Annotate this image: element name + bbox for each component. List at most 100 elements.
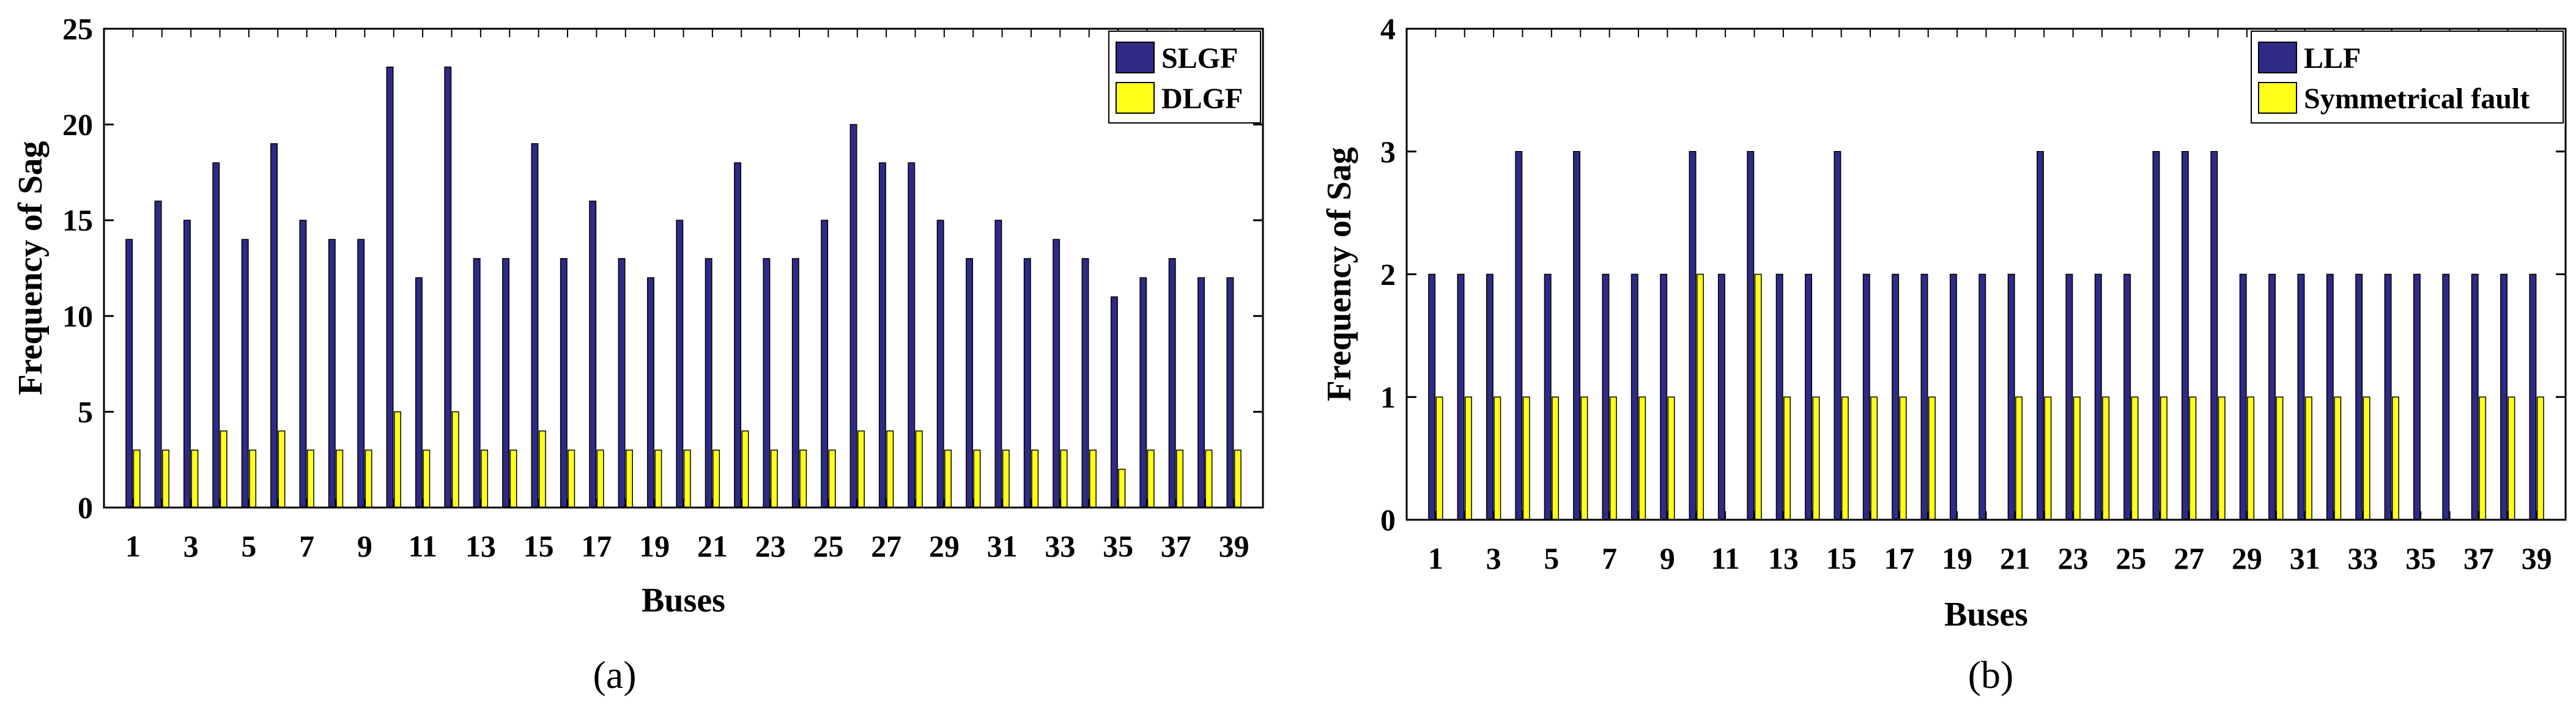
bar-llf-bus-14 bbox=[1805, 273, 1812, 520]
bar-symmetrical-fault-bus-29 bbox=[2247, 396, 2255, 520]
x-tick-label: 1 bbox=[1428, 541, 1443, 575]
bar-dlgf-bus-39 bbox=[1234, 449, 1242, 508]
bar-symmetrical-fault-bus-1 bbox=[1435, 396, 1443, 520]
bar-slgf-bus-28 bbox=[908, 162, 916, 508]
bar-llf-bus-35 bbox=[2413, 273, 2421, 520]
bar-dlgf-bus-7 bbox=[306, 449, 314, 508]
bar-llf-bus-13 bbox=[1775, 273, 1783, 520]
bar-slgf-bus-37 bbox=[1168, 258, 1176, 508]
bar-symmetrical-fault-bus-3 bbox=[1493, 396, 1501, 520]
y-tick-label: 0 bbox=[78, 490, 93, 525]
bar-slgf-bus-31 bbox=[994, 220, 1002, 508]
bar-dlgf-bus-6 bbox=[278, 430, 286, 508]
bar-slgf-bus-3 bbox=[183, 220, 191, 508]
bar-dlgf-bus-26 bbox=[857, 430, 865, 508]
bar-llf-bus-22 bbox=[2037, 151, 2044, 520]
bar-slgf-bus-24 bbox=[791, 258, 799, 508]
bar-symmetrical-fault-bus-32 bbox=[2334, 396, 2342, 520]
bars-a bbox=[125, 66, 1242, 508]
bar-llf-bus-24 bbox=[2094, 273, 2102, 520]
bar-slgf-bus-27 bbox=[878, 162, 886, 508]
y-tick-label: 3 bbox=[1380, 135, 1396, 169]
bar-llf-bus-19 bbox=[1949, 273, 1957, 520]
bar-slgf-bus-10 bbox=[386, 66, 394, 508]
bar-symmetrical-fault-bus-38 bbox=[2508, 396, 2515, 520]
caption-a: (a) bbox=[593, 653, 636, 696]
x-tick-label: 19 bbox=[1942, 541, 1972, 575]
x-tick-label: 21 bbox=[697, 529, 728, 563]
y-tick-label: 25 bbox=[62, 12, 93, 46]
bar-llf-bus-4 bbox=[1515, 151, 1523, 520]
x-tick-label: 5 bbox=[1544, 541, 1559, 575]
bar-slgf-bus-22 bbox=[734, 162, 742, 508]
bar-symmetrical-fault-bus-39 bbox=[2536, 396, 2544, 520]
bar-dlgf-bus-8 bbox=[336, 449, 344, 508]
bar-dlgf-bus-13 bbox=[481, 449, 489, 508]
bar-symmetrical-fault-bus-27 bbox=[2189, 396, 2197, 520]
legend-swatch-symmetrical-fault bbox=[2258, 82, 2297, 114]
x-tick-label: 27 bbox=[871, 529, 901, 563]
y-axis-title-b: Frequency of Sag bbox=[1320, 147, 1358, 402]
x-tick-label: 5 bbox=[241, 529, 256, 563]
bar-llf-bus-1 bbox=[1428, 273, 1436, 520]
bar-llf-bus-6 bbox=[1573, 151, 1580, 520]
bar-symmetrical-fault-bus-14 bbox=[1812, 396, 1820, 520]
bar-symmetrical-fault-bus-12 bbox=[1754, 273, 1762, 520]
bar-dlgf-bus-15 bbox=[538, 430, 546, 508]
x-tick-label: 1 bbox=[125, 529, 141, 563]
bar-llf-bus-31 bbox=[2297, 273, 2305, 520]
x-tick-label: 19 bbox=[639, 529, 670, 563]
bar-symmetrical-fault-bus-24 bbox=[2102, 396, 2110, 520]
bar-dlgf-bus-12 bbox=[451, 411, 459, 508]
bar-llf-bus-9 bbox=[1660, 273, 1668, 520]
bar-slgf-bus-15 bbox=[531, 143, 539, 508]
bar-slgf-bus-13 bbox=[473, 258, 481, 508]
bar-dlgf-bus-1 bbox=[133, 449, 141, 508]
bar-dlgf-bus-31 bbox=[1002, 449, 1010, 508]
y-axis-title-a: Frequency of Sag bbox=[12, 141, 50, 396]
bar-slgf-bus-4 bbox=[212, 162, 220, 508]
y-tick-label: 4 bbox=[1380, 12, 1396, 46]
bar-slgf-bus-14 bbox=[502, 258, 510, 508]
x-tick-label: 35 bbox=[2405, 541, 2436, 575]
bar-slgf-bus-12 bbox=[444, 66, 452, 508]
bar-llf-bus-36 bbox=[2442, 273, 2450, 520]
bar-dlgf-bus-10 bbox=[394, 411, 401, 508]
x-axis-title-a: Buses bbox=[642, 582, 725, 619]
x-tick-label: 15 bbox=[1826, 541, 1857, 575]
y-tick-label: 0 bbox=[1380, 503, 1396, 537]
legend-swatch-slgf bbox=[1116, 42, 1155, 73]
bar-slgf-bus-21 bbox=[705, 258, 712, 508]
y-tick-label: 1 bbox=[1380, 380, 1396, 414]
legend-b: LLF Symmetrical fault bbox=[2251, 31, 2564, 124]
bar-slgf-bus-16 bbox=[560, 258, 568, 508]
bar-llf-bus-8 bbox=[1630, 273, 1638, 520]
x-tick-label: 39 bbox=[1219, 529, 1249, 563]
bar-dlgf-bus-17 bbox=[596, 449, 604, 508]
bar-dlgf-bus-36 bbox=[1147, 449, 1155, 508]
bar-dlgf-bus-32 bbox=[1031, 449, 1039, 508]
bar-symmetrical-fault-bus-22 bbox=[2044, 396, 2052, 520]
bar-dlgf-bus-18 bbox=[626, 449, 633, 508]
bar-symmetrical-fault-bus-25 bbox=[2131, 396, 2139, 520]
bar-llf-bus-12 bbox=[1747, 151, 1755, 520]
bar-slgf-bus-19 bbox=[646, 277, 654, 508]
bar-dlgf-bus-3 bbox=[191, 449, 199, 508]
x-tick-label: 11 bbox=[1711, 541, 1740, 575]
y-tick-label: 10 bbox=[62, 299, 93, 333]
bar-dlgf-bus-37 bbox=[1176, 449, 1184, 508]
bar-llf-bus-7 bbox=[1602, 273, 1610, 520]
bar-dlgf-bus-28 bbox=[915, 430, 923, 508]
bar-dlgf-bus-2 bbox=[162, 449, 169, 508]
bar-llf-bus-37 bbox=[2471, 273, 2479, 520]
bar-dlgf-bus-23 bbox=[770, 449, 778, 508]
legend-label-dlgf: DLGF bbox=[1161, 83, 1243, 115]
bar-dlgf-bus-24 bbox=[799, 449, 807, 508]
bar-llf-bus-29 bbox=[2239, 273, 2247, 520]
bar-slgf-bus-6 bbox=[270, 143, 278, 508]
bar-llf-bus-5 bbox=[1544, 273, 1552, 520]
bar-dlgf-bus-21 bbox=[712, 449, 720, 508]
x-tick-labels-a: 1 3 5 7 9 11 13 15 17 19 21 23 25 27 29 31 33 35 37 39 bbox=[125, 529, 1249, 563]
